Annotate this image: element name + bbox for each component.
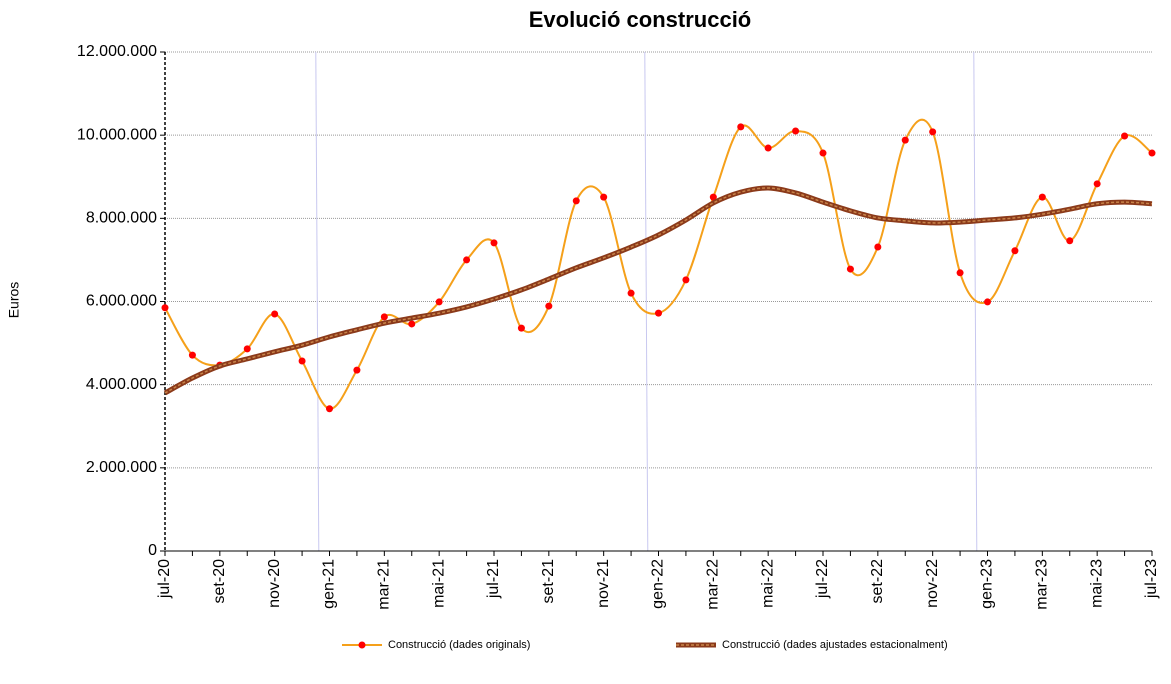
data-point bbox=[490, 239, 498, 247]
x-tick-label: gen-23 bbox=[979, 559, 996, 609]
data-point bbox=[929, 128, 937, 136]
data-point bbox=[737, 123, 745, 131]
data-point bbox=[846, 265, 854, 273]
legend-label: Construcció (dades originals) bbox=[388, 639, 530, 651]
x-tick-label: nov-22 bbox=[924, 559, 941, 608]
x-tick-label: jul-23 bbox=[1143, 559, 1160, 599]
x-tick-label: gen-21 bbox=[321, 559, 338, 609]
x-tick-label: set-21 bbox=[540, 559, 557, 604]
x-tick-label: mar-23 bbox=[1034, 559, 1051, 610]
x-tick-label: mar-22 bbox=[705, 559, 722, 610]
data-point bbox=[161, 304, 169, 312]
data-point bbox=[764, 144, 772, 152]
data-point bbox=[353, 366, 361, 374]
data-point bbox=[655, 309, 662, 317]
data-point bbox=[709, 193, 717, 201]
year-separator bbox=[315, 51, 320, 552]
data-point bbox=[380, 313, 388, 321]
data-point bbox=[600, 193, 608, 201]
x-tick-label: mai-22 bbox=[759, 559, 776, 608]
x-tick-label: jul-21 bbox=[485, 559, 502, 599]
data-point bbox=[1066, 237, 1074, 245]
y-tick-label: 12.000.000 bbox=[77, 43, 157, 60]
y-tick-label: 0 bbox=[148, 542, 157, 559]
data-point bbox=[874, 243, 882, 251]
data-point bbox=[956, 269, 964, 277]
data-point bbox=[1011, 247, 1019, 255]
data-point bbox=[435, 298, 443, 306]
y-axis-label: Euros bbox=[6, 282, 22, 319]
x-tick-label: mai-23 bbox=[1088, 559, 1105, 608]
chart-title: Evolució construcció bbox=[529, 7, 752, 32]
y-tick-label: 10.000.000 bbox=[77, 126, 157, 143]
x-tick-label: mar-21 bbox=[376, 559, 393, 610]
data-point bbox=[792, 127, 800, 135]
x-tick-label: jul-20 bbox=[156, 559, 173, 599]
data-point bbox=[682, 276, 690, 284]
data-point bbox=[326, 405, 333, 413]
y-tick-label: 2.000.000 bbox=[86, 459, 157, 476]
data-point bbox=[1038, 193, 1046, 201]
x-tick-label: set-22 bbox=[869, 559, 886, 604]
series-line bbox=[164, 118, 1153, 410]
data-point bbox=[901, 136, 909, 144]
data-point bbox=[819, 149, 827, 157]
data-point bbox=[572, 197, 580, 205]
data-point bbox=[243, 345, 251, 353]
data-point bbox=[627, 289, 635, 297]
data-point bbox=[463, 256, 471, 264]
y-tick-label: 8.000.000 bbox=[86, 210, 157, 227]
x-tick-label: set-20 bbox=[211, 559, 228, 604]
legend-marker bbox=[358, 641, 366, 649]
data-point bbox=[984, 298, 991, 306]
data-point bbox=[545, 302, 553, 310]
data-point bbox=[188, 351, 196, 359]
x-tick-label: jul-22 bbox=[814, 559, 831, 599]
data-point bbox=[517, 324, 525, 332]
year-separator bbox=[644, 51, 649, 552]
x-tick-label: nov-20 bbox=[266, 559, 283, 608]
data-point bbox=[271, 310, 279, 318]
x-tick-label: gen-22 bbox=[650, 559, 667, 609]
data-point bbox=[298, 357, 306, 365]
data-point bbox=[1148, 149, 1156, 157]
y-tick-label: 6.000.000 bbox=[86, 293, 157, 310]
x-tick-label: mai-21 bbox=[430, 559, 447, 608]
y-tick-label: 4.000.000 bbox=[86, 376, 157, 393]
legend-label: Construcció (dades ajustades estacionalm… bbox=[722, 639, 948, 651]
data-point bbox=[408, 320, 416, 328]
series-line-dash bbox=[164, 187, 1153, 394]
data-point bbox=[1093, 180, 1101, 188]
x-tick-label: nov-21 bbox=[595, 559, 612, 608]
data-point bbox=[1121, 132, 1129, 140]
